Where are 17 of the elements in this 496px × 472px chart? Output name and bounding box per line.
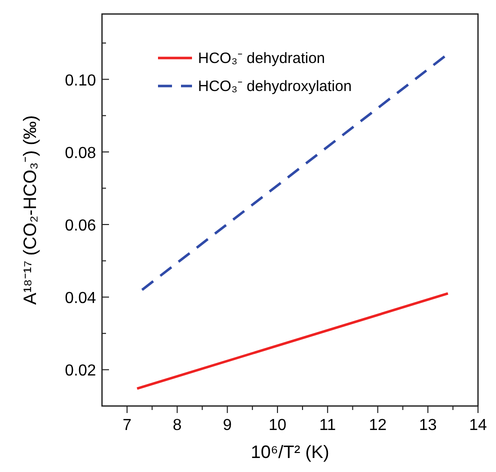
y-tick-label: 0.04: [64, 290, 96, 308]
y-tick-label: 0.08: [64, 144, 96, 162]
y-tick-label: 0.06: [64, 218, 96, 235]
x-axis-title: 10⁶/T² (K): [250, 442, 330, 462]
y-tick-label: 0.02: [64, 362, 96, 380]
legend-label: HCO₃⁻ dehydration: [198, 50, 325, 67]
x-tick-label: 8: [172, 417, 182, 434]
x-tick-label: 9: [222, 417, 232, 434]
x-tick-label: 13: [418, 417, 437, 434]
legend-label: HCO₃⁻ dehydroxylation: [198, 78, 352, 95]
x-tick-label: 12: [368, 417, 387, 434]
x-tick-label: 14: [469, 417, 487, 434]
y-axis-title: A¹⁸⁻¹⁷ (CO₂-HCO₃⁻) (‰): [20, 115, 40, 305]
y-tick-label: 0.10: [64, 72, 96, 90]
x-tick-label: 10: [268, 417, 286, 434]
x-tick-label: 7: [122, 417, 132, 434]
x-tick-label: 11: [319, 417, 336, 434]
